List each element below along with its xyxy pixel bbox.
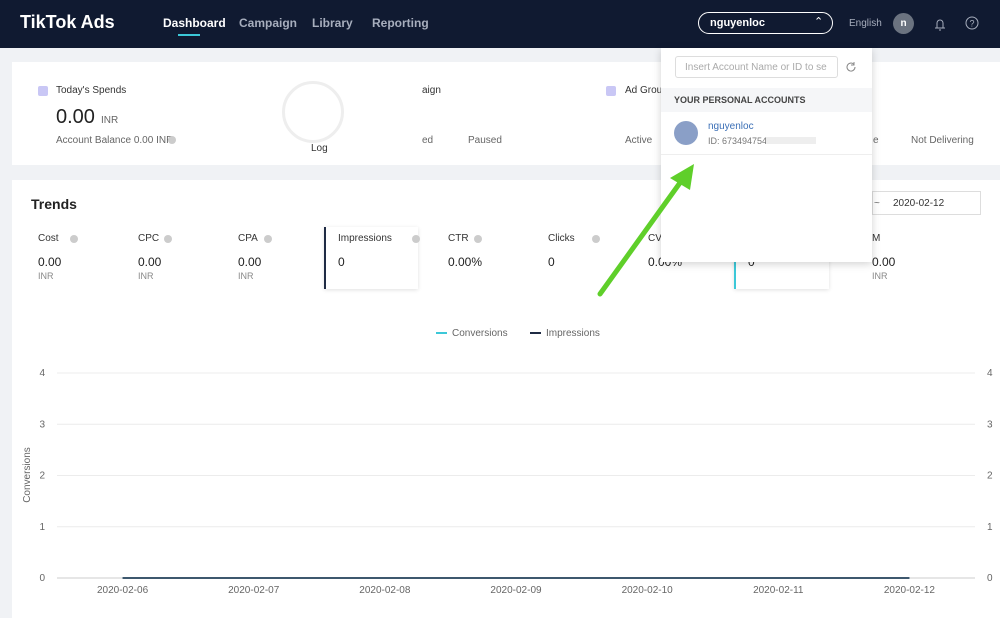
adgroup-icon — [606, 86, 616, 96]
metric-value: 0.00 — [38, 255, 62, 269]
metric-label: Cost — [38, 233, 59, 244]
section-header: YOUR PERSONAL ACCOUNTS — [661, 88, 872, 112]
svg-text:?: ? — [969, 19, 974, 29]
y2-tick-label: 0 — [987, 573, 993, 584]
x-tick-label: 2020-02-07 — [228, 585, 280, 596]
account-row[interactable]: nguyenloc ID: 673494754 — [661, 112, 872, 155]
help-dot — [592, 235, 600, 243]
status: Active — [625, 135, 653, 146]
status: ed — [422, 135, 434, 146]
x-tick-label: 2020-02-10 — [622, 585, 674, 596]
account-dropdown: Insert Account Name or ID to se YOUR PER… — [661, 48, 872, 262]
x-tick-label: 2020-02-08 — [359, 585, 411, 596]
account-icon — [674, 121, 698, 145]
legend-label: Impressions — [546, 328, 600, 339]
spends-value: 0.00 — [56, 106, 95, 128]
y-tick-label: 0 — [39, 573, 45, 584]
metric-value: 0 — [338, 255, 345, 269]
y-axis-title: Conversions — [22, 447, 33, 503]
metric-label: Clicks — [548, 233, 575, 244]
metric-unit: INR — [138, 271, 154, 281]
adgroup-label: Ad Group — [625, 85, 668, 96]
metric-label: M — [872, 233, 881, 244]
avatar[interactable]: n — [893, 13, 914, 34]
brand[interactable]: TikTok Ads — [20, 12, 115, 32]
tab[interactable]: Campaign — [239, 16, 298, 30]
metric-unit: INR — [238, 271, 254, 281]
redaction — [766, 137, 816, 144]
x-tick-label: 2020-02-09 — [490, 585, 542, 596]
help-dot — [264, 235, 272, 243]
help-dot — [412, 235, 420, 243]
metric-label: Impressions — [338, 233, 392, 244]
section-title: YOUR PERSONAL ACCOUNTS — [674, 95, 806, 105]
metric-label: CV — [648, 233, 662, 244]
account-name: nguyenloc — [708, 121, 754, 132]
spends-label: Today's Spends — [56, 85, 127, 96]
language[interactable]: English — [849, 18, 882, 29]
metric-value: 0.00% — [448, 255, 483, 269]
help-icon[interactable]: ? — [965, 16, 980, 31]
y2-tick-label: 1 — [987, 522, 993, 533]
tab[interactable]: Dashboard — [163, 16, 226, 30]
help-dot — [474, 235, 482, 243]
search-placeholder: Insert Account Name or ID to se — [685, 62, 827, 73]
x-tick-label: 2020-02-06 — [97, 585, 149, 596]
annotation-arrow — [597, 164, 694, 297]
metric-label: CPC — [138, 233, 160, 244]
metric-label: CPA — [238, 233, 258, 244]
account-name: nguyenloc — [710, 17, 766, 29]
x-tick-label: 2020-02-12 — [884, 585, 936, 596]
spends-unit: INR — [101, 115, 119, 126]
metric-label: CTR — [448, 233, 469, 244]
status: Not Delivering — [911, 135, 974, 146]
search-input[interactable]: Insert Account Name or ID to se — [675, 56, 838, 78]
chevron: ⌃ — [814, 16, 824, 28]
help-dot — [168, 136, 176, 144]
y2-tick-label: 2 — [987, 471, 993, 482]
campaign-label: aign — [422, 85, 441, 96]
balance: Account Balance 0.00 INR — [56, 135, 174, 146]
account-selector[interactable]: nguyenloc ⌃ — [698, 12, 833, 34]
metric-value: 0 — [548, 255, 555, 269]
y-tick-label: 2 — [39, 471, 45, 482]
log-link[interactable]: Log — [311, 143, 328, 154]
date-end: 2020-02-12 — [893, 198, 945, 209]
y2-tick-label: 4 — [987, 368, 993, 379]
date-separator: ~ — [874, 198, 880, 209]
help-dot — [70, 235, 78, 243]
account-id: ID: 673494754 — [708, 136, 768, 146]
refresh-icon[interactable] — [844, 60, 858, 74]
status: Paused — [468, 135, 502, 146]
x-tick-label: 2020-02-11 — [753, 585, 804, 596]
tab-underline — [178, 34, 200, 36]
tab[interactable]: Library — [312, 16, 353, 30]
y2-tick-label: 3 — [987, 419, 993, 430]
y-tick-label: 3 — [39, 419, 45, 430]
metric-value: 0.00 — [138, 255, 162, 269]
metric-value: 0.00 — [238, 255, 262, 269]
nav-bar: TikTok Ads Dashboard Campaign Library Re… — [0, 0, 1000, 48]
trends-title: Trends — [31, 196, 77, 212]
legend-label: Conversions — [452, 328, 508, 339]
selected-metric[interactable] — [324, 227, 418, 289]
metric-unit: INR — [872, 271, 888, 281]
metric-unit: INR — [38, 271, 54, 281]
ring — [282, 81, 344, 143]
status: e — [873, 135, 879, 146]
y-tick-label: 4 — [39, 368, 45, 379]
metric-value: 0 — [748, 255, 755, 269]
tab[interactable]: Reporting — [372, 16, 429, 30]
metric-value: 0.00 — [872, 255, 896, 269]
spend-icon — [38, 86, 48, 96]
date-picker[interactable]: 2020-02-12 — [872, 191, 981, 215]
y-tick-label: 1 — [39, 522, 45, 533]
help-dot — [164, 235, 172, 243]
bell-icon[interactable] — [933, 16, 947, 32]
